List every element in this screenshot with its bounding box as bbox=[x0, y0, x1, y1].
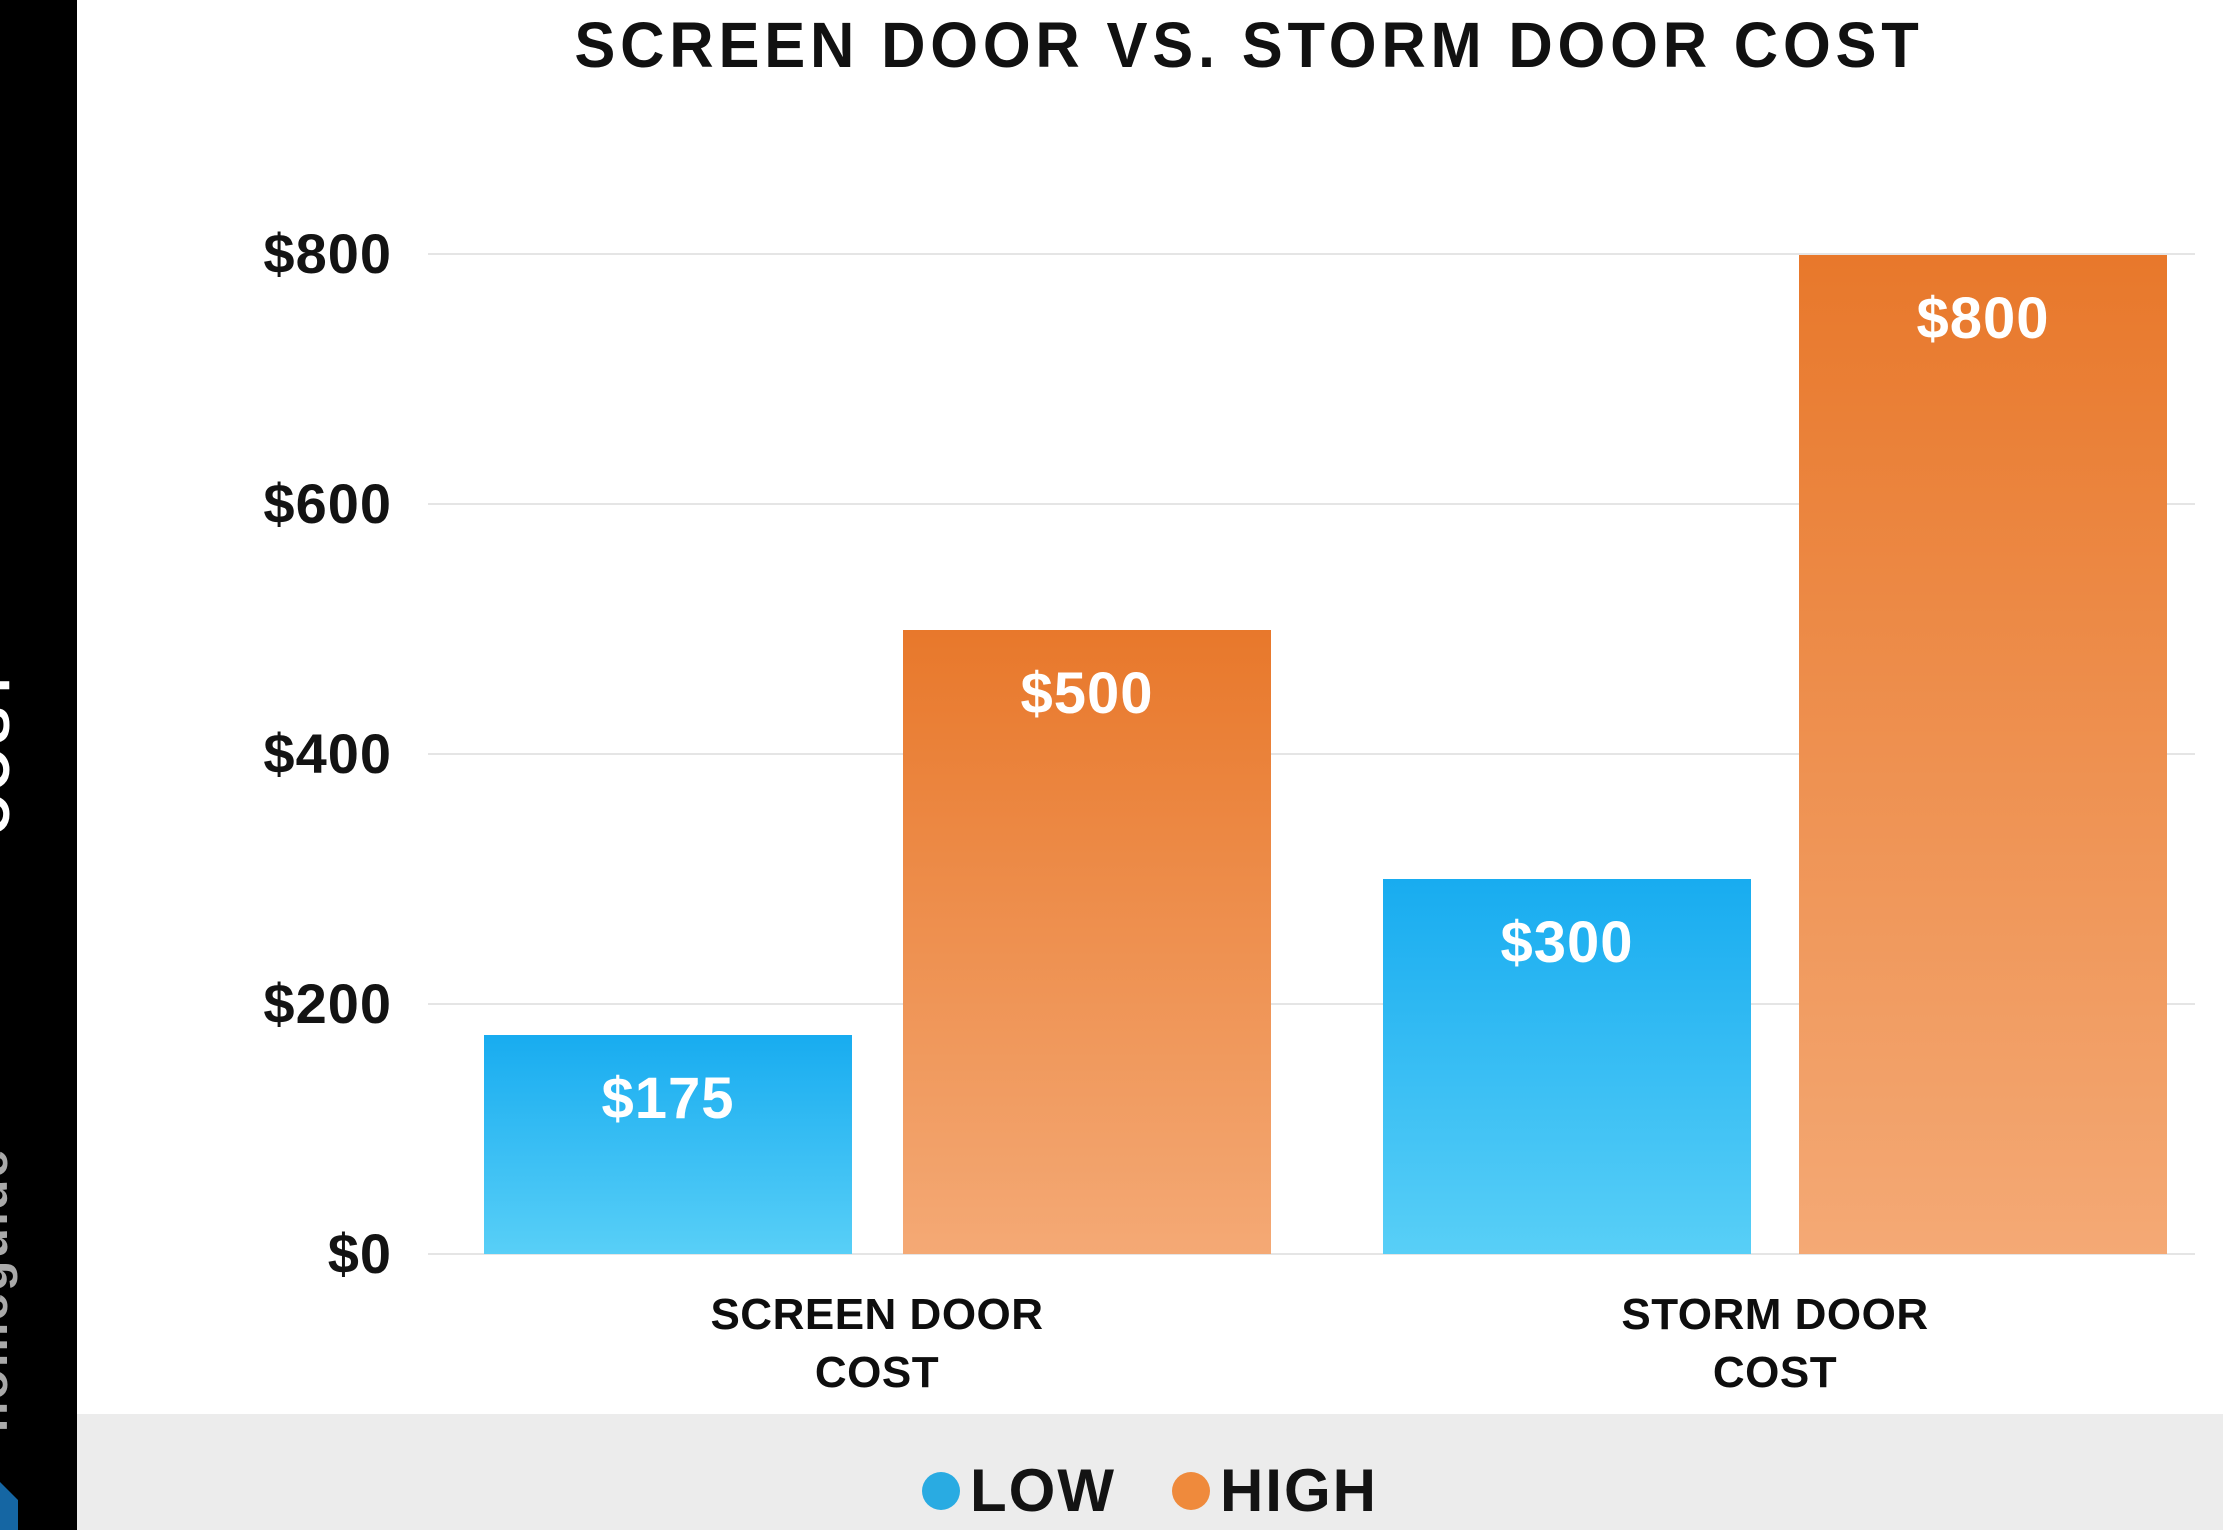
legend-item-high: HIGH bbox=[1171, 1452, 1378, 1530]
legend-dot-high-icon bbox=[1171, 1472, 1210, 1510]
bar-value-label: $175 bbox=[601, 1066, 735, 1131]
bar-storm-door-low: $300 bbox=[1383, 879, 1751, 1254]
chart-title: SCREEN DOOR VS. STORM DOOR COST bbox=[574, 9, 1924, 81]
homeguide-logo-fragment bbox=[0, 1482, 18, 1530]
legend-band bbox=[77, 1414, 2223, 1530]
watermark-vertical: homeguide bbox=[0, 1147, 18, 1433]
bar-value-label: $800 bbox=[1916, 286, 2050, 351]
legend-label-high: HIGH bbox=[1219, 1457, 1378, 1524]
ytick-800: $800 bbox=[263, 222, 392, 285]
category-line: COST bbox=[1712, 1348, 1838, 1397]
bar-storm-door-high: $800 bbox=[1799, 255, 2167, 1254]
gridline-200 bbox=[428, 1003, 2195, 1005]
bar-value-label: $500 bbox=[1020, 661, 1154, 726]
legend-dot-low-icon bbox=[922, 1472, 961, 1510]
gridline-800 bbox=[428, 253, 2195, 255]
gridline-600 bbox=[428, 503, 2195, 505]
ytick-200: $200 bbox=[263, 972, 392, 1035]
category-label-screen-door: SCREEN DOOR COST bbox=[577, 1286, 1177, 1402]
legend-label-low: LOW bbox=[970, 1457, 1116, 1524]
legend: LOW HIGH bbox=[77, 1452, 2223, 1530]
gridline-400 bbox=[428, 753, 2195, 755]
left-black-strip: COST homeguide bbox=[0, 0, 77, 1530]
category-line: STORM DOOR bbox=[1621, 1290, 1929, 1339]
bar-screen-door-low: $175 bbox=[484, 1035, 852, 1254]
gridline-0 bbox=[428, 1253, 2195, 1255]
category-line: SCREEN DOOR bbox=[710, 1290, 1044, 1339]
ytick-0: $0 bbox=[327, 1222, 392, 1285]
ytick-600: $600 bbox=[263, 472, 392, 535]
category-label-storm-door: STORM DOOR COST bbox=[1475, 1286, 2075, 1402]
bar-screen-door-high: $500 bbox=[903, 630, 1271, 1254]
legend-item-low: LOW bbox=[922, 1452, 1116, 1530]
ytick-400: $400 bbox=[263, 722, 392, 785]
bar-value-label: $300 bbox=[1500, 910, 1634, 975]
category-line: COST bbox=[814, 1348, 940, 1397]
y-axis-title-vertical: COST bbox=[0, 664, 21, 836]
